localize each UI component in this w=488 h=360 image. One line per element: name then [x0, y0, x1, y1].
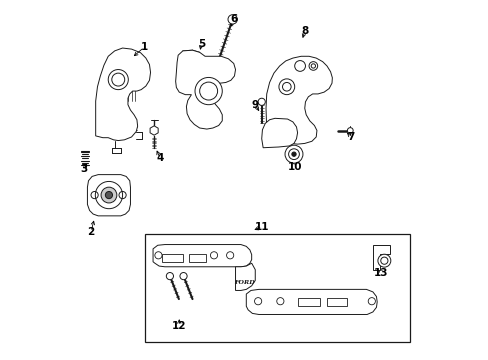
Circle shape — [105, 192, 112, 199]
Text: 5: 5 — [198, 39, 204, 49]
Circle shape — [195, 77, 222, 105]
Bar — [298, 298, 319, 306]
Bar — [162, 254, 183, 262]
Polygon shape — [235, 263, 255, 291]
Text: 13: 13 — [373, 267, 388, 278]
Circle shape — [227, 15, 237, 24]
Circle shape — [377, 254, 390, 267]
Circle shape — [276, 298, 284, 305]
Text: 8: 8 — [301, 26, 308, 36]
Text: 7: 7 — [347, 132, 354, 142]
Circle shape — [367, 298, 375, 305]
Circle shape — [210, 252, 217, 259]
Text: 9: 9 — [251, 100, 258, 110]
Text: 4: 4 — [156, 153, 163, 163]
Text: 3: 3 — [80, 164, 87, 174]
Circle shape — [166, 273, 173, 280]
Text: 10: 10 — [287, 162, 302, 172]
Circle shape — [180, 273, 187, 280]
Polygon shape — [246, 289, 376, 315]
Bar — [326, 298, 346, 306]
Polygon shape — [175, 50, 235, 129]
Polygon shape — [96, 48, 150, 140]
Polygon shape — [265, 56, 332, 144]
Text: 1: 1 — [140, 42, 147, 52]
Circle shape — [278, 79, 294, 95]
Text: 12: 12 — [172, 321, 186, 331]
Polygon shape — [153, 244, 251, 267]
Polygon shape — [261, 118, 297, 148]
Circle shape — [155, 252, 162, 259]
Circle shape — [254, 298, 261, 305]
Circle shape — [308, 62, 317, 70]
Circle shape — [291, 152, 296, 156]
Polygon shape — [372, 245, 389, 270]
Text: FORD: FORD — [234, 280, 254, 285]
Circle shape — [285, 145, 303, 163]
Polygon shape — [150, 126, 158, 135]
Polygon shape — [87, 175, 130, 216]
Circle shape — [101, 187, 117, 203]
Text: 6: 6 — [230, 14, 237, 24]
Text: 11: 11 — [255, 222, 269, 231]
Circle shape — [294, 60, 305, 71]
Circle shape — [258, 98, 265, 105]
Bar — [144, 234, 409, 342]
Circle shape — [108, 69, 128, 90]
Circle shape — [226, 252, 233, 259]
Circle shape — [346, 128, 352, 134]
Bar — [188, 254, 206, 262]
Text: 2: 2 — [87, 227, 95, 237]
